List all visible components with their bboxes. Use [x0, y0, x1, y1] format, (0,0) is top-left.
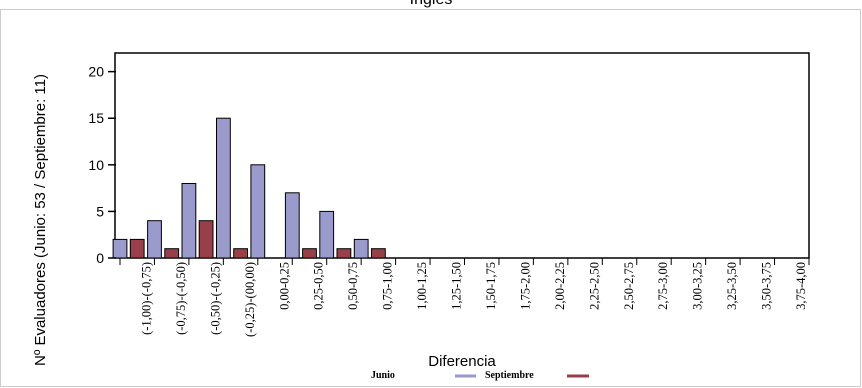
x-tick-label: 1,50-1,75 — [484, 262, 498, 310]
y-tick-label: 10 — [88, 157, 104, 173]
bar-junio-5 — [284, 192, 300, 259]
x-tick-label: 2,25-2,50 — [587, 262, 601, 310]
x-tick-label: 0,75-1,00 — [381, 262, 395, 310]
bar-septiembre-3 — [233, 248, 248, 259]
bar-septiembre-5 — [302, 248, 317, 259]
x-tick-label: 3,25-3,50 — [725, 262, 739, 310]
x-tick-label: (-0,50)-(-0,25) — [208, 262, 222, 335]
x-tick-label: 3,75-4,00 — [794, 262, 808, 310]
x-tick-label: 1,25-1,50 — [450, 262, 464, 310]
plot-area — [114, 52, 810, 259]
y-axis-label: Nº Evaluadores (Junio: 53 / Septiembre: … — [32, 74, 49, 366]
y-tick-label: 5 — [96, 203, 104, 219]
chart-frame — [0, 9, 861, 387]
bar-junio-1 — [147, 220, 162, 259]
bar-septiembre-6 — [336, 248, 352, 259]
bar-junio-4 — [250, 164, 266, 259]
x-tick-label: 2,00-2,25 — [553, 262, 567, 310]
y-axis: 0 5 10 15 20 — [88, 64, 116, 266]
x-tick-label: 2,75-3,00 — [656, 262, 670, 310]
x-tick-label: 3,50-3,75 — [760, 262, 774, 310]
x-tick-label: 2,50-2,75 — [622, 262, 636, 310]
chart-title: Inglés — [410, 0, 453, 8]
x-tick-label: (-0,25)-(00,00) — [243, 262, 257, 337]
bar-junio-7 — [353, 238, 369, 259]
bar-junio-0 — [112, 238, 128, 259]
x-axis: (-1,00)-(-0,75) (-0,75)-(-0,50) (-0,50)-(-… — [119, 258, 810, 337]
bar-septiembre-0 — [129, 238, 145, 259]
y-tick-label: 15 — [88, 110, 104, 126]
x-tick-label: (-0,75)-(-0,50) — [174, 262, 188, 335]
y-tick-label: 0 — [96, 250, 104, 266]
bars — [112, 117, 386, 259]
x-tick-label: 1,75-2,00 — [518, 262, 532, 310]
legend: Junio Septiembre — [371, 370, 589, 381]
bar-septiembre-7 — [371, 248, 386, 259]
x-tick-label: 1,00-1,25 — [415, 262, 429, 310]
bar-junio-6 — [319, 210, 335, 259]
x-tick-label: 3,00-3,25 — [691, 262, 705, 310]
y-tick-label: 20 — [88, 64, 104, 80]
bar-septiembre-2 — [198, 220, 214, 259]
x-tick-label: 0,00-0,25 — [277, 262, 291, 310]
legend-label-septiembre: Septiembre — [485, 370, 534, 381]
x-tick-label: 0,50-0,75 — [346, 262, 360, 310]
legend-label-junio: Junio — [371, 370, 395, 381]
bar-septiembre-1 — [164, 248, 180, 259]
x-tick-label: (-1,00)-(-0,75) — [139, 262, 153, 335]
x-tick-label: 0,25-0,50 — [312, 262, 326, 310]
bar-junio-3 — [216, 117, 231, 259]
bar-junio-2 — [181, 183, 197, 259]
x-axis-label: Diferencia — [428, 353, 496, 370]
